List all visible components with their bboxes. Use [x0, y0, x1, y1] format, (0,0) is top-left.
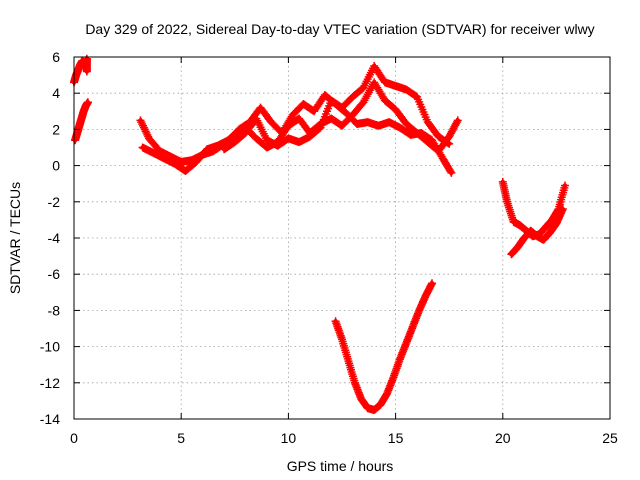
series-arc-8 — [507, 205, 567, 259]
data-point — [142, 129, 151, 138]
x-tick-label: 10 — [281, 430, 297, 446]
data-point — [560, 181, 569, 190]
data-point — [139, 123, 148, 132]
y-tick-label: -4 — [48, 230, 61, 246]
y-axis-label: SDTVAR / TECUs — [7, 182, 23, 294]
data-point — [445, 139, 454, 148]
data-point — [138, 119, 147, 128]
x-tick-label: 20 — [495, 430, 511, 446]
y-tick-label: -8 — [48, 302, 61, 318]
x-tick-label: 15 — [388, 430, 404, 446]
chart-title: Day 329 of 2022, Sidereal Day-to-day VTE… — [85, 21, 594, 37]
data-point — [428, 279, 437, 288]
data-series — [70, 54, 569, 414]
data-point — [446, 167, 455, 176]
y-tick-label: 4 — [52, 85, 60, 101]
data-point — [558, 205, 567, 214]
data-point — [82, 67, 91, 76]
data-point — [447, 168, 456, 177]
y-tick-label: -6 — [48, 266, 61, 282]
x-tick-label: 5 — [177, 430, 185, 446]
series-arc-6 — [331, 279, 437, 414]
y-tick-label: 6 — [52, 49, 60, 65]
y-tick-label: -10 — [40, 339, 60, 355]
data-point — [140, 125, 149, 134]
series-arc-5 — [220, 62, 454, 154]
data-point — [136, 116, 145, 125]
series-trace — [333, 281, 435, 413]
data-point — [137, 118, 146, 127]
y-tick-label: 0 — [52, 158, 60, 174]
data-point — [141, 127, 150, 136]
series-arc-2 — [71, 98, 92, 145]
y-tick-label: -14 — [40, 411, 60, 427]
y-tick-label: -12 — [40, 375, 60, 391]
series-arc-1 — [70, 54, 91, 87]
x-tick-label: 0 — [70, 430, 78, 446]
y-tick-label: 2 — [52, 121, 60, 137]
axis-ticks: 0 5 10 15 20 25 -14 -12 -10 -8 -6 -4 -2 0 2 4 6 — [40, 49, 618, 446]
data-point — [83, 98, 92, 107]
data-point — [139, 121, 148, 130]
data-point — [452, 117, 461, 126]
x-axis-label: GPS time / hours — [287, 458, 394, 474]
x-tick-label: 25 — [602, 430, 618, 446]
y-tick-label: -2 — [48, 194, 61, 210]
data-point — [143, 130, 152, 139]
data-point — [453, 116, 462, 125]
series-arc-4 — [138, 91, 456, 177]
